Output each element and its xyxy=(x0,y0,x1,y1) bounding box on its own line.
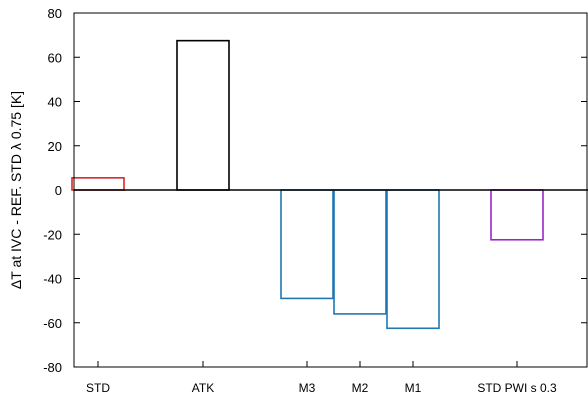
y-tick-label: 20 xyxy=(48,139,62,154)
y-axis-title: ΔT at IVC - REF. STD λ 0.75 [K] xyxy=(8,91,24,289)
x-tick-label: M1 xyxy=(405,381,422,395)
y-tick-label: 80 xyxy=(48,6,62,21)
bar-m2 xyxy=(333,189,387,315)
bar-std-pwi-s-0-3 xyxy=(490,189,544,241)
y-tick-label: -20 xyxy=(43,227,62,242)
bar-std xyxy=(71,177,125,191)
y-tick-label: 60 xyxy=(48,50,62,65)
x-tick-label: STD xyxy=(86,381,110,395)
bar-m3 xyxy=(280,189,334,300)
y-tick-label: -40 xyxy=(43,272,62,287)
bar-m1 xyxy=(386,189,440,330)
bar-atk xyxy=(176,39,230,191)
y-tick-label: -80 xyxy=(43,360,62,375)
x-tick-label: ATK xyxy=(192,381,214,395)
x-tick-label: STD PWI s 0.3 xyxy=(477,381,557,395)
bars-layer xyxy=(71,39,544,330)
x-tick-label: M2 xyxy=(352,381,369,395)
axes-layer: STD ATK M3 M2 M1 STD PWI s 0.3 -80 -60 -40 -20 0 20… xyxy=(43,6,588,395)
y-tick-label: 0 xyxy=(55,183,62,198)
x-tick-label: M3 xyxy=(299,381,316,395)
y-tick-label: -60 xyxy=(43,316,62,331)
y-tick-label: 40 xyxy=(48,95,62,110)
